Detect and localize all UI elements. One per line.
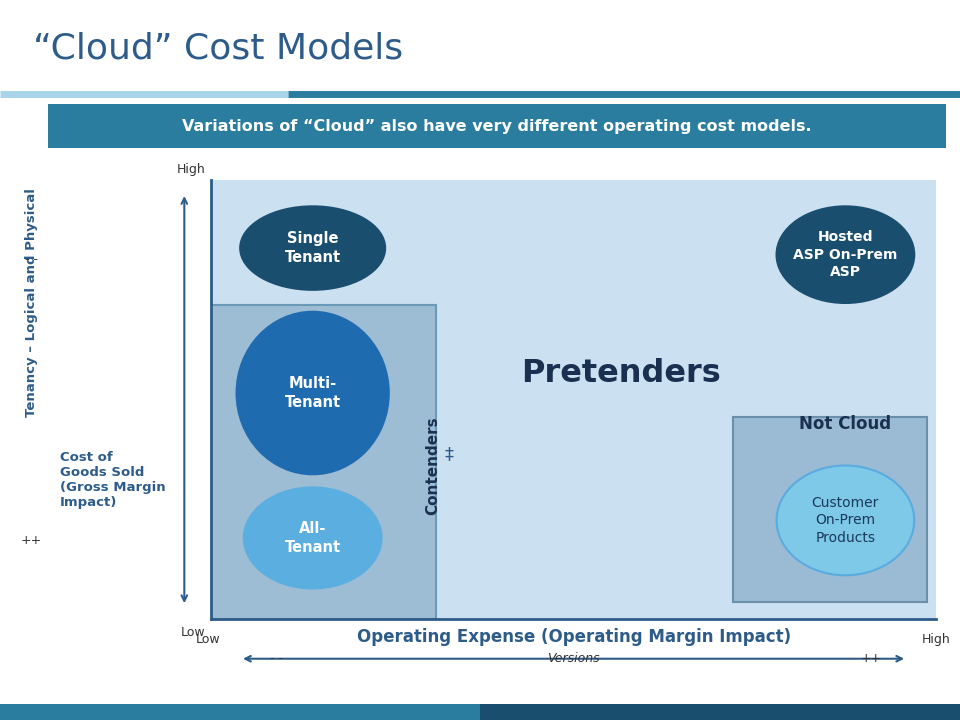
Bar: [211, 305, 436, 619]
Ellipse shape: [236, 312, 389, 474]
Ellipse shape: [777, 465, 914, 575]
Text: High: High: [922, 634, 950, 647]
Text: Cost of
Goods Sold
(Gross Margin
Impact): Cost of Goods Sold (Gross Margin Impact): [60, 451, 166, 509]
Text: Versions: Versions: [547, 652, 600, 665]
Text: “Cloud” Cost Models: “Cloud” Cost Models: [33, 32, 403, 66]
Ellipse shape: [244, 487, 381, 588]
Text: Contenders: Contenders: [424, 416, 440, 515]
Text: Hosted
ASP On-Prem
ASP: Hosted ASP On-Prem ASP: [793, 230, 898, 279]
Text: Not Cloud: Not Cloud: [800, 415, 892, 433]
Text: High: High: [177, 163, 205, 176]
X-axis label: Operating Expense (Operating Margin Impact): Operating Expense (Operating Margin Impa…: [356, 628, 791, 646]
Text: Variations of “Cloud” also have very different operating cost models.: Variations of “Cloud” also have very dif…: [182, 119, 811, 133]
Text: Pretenders: Pretenders: [521, 358, 721, 389]
Text: - -: - -: [25, 253, 37, 266]
Text: All-
Tenant: All- Tenant: [284, 521, 341, 554]
Text: ‡: ‡: [444, 446, 453, 464]
Text: Tenancy – Logical and Physical: Tenancy – Logical and Physical: [25, 189, 37, 418]
Text: Low: Low: [195, 634, 220, 647]
Text: ++: ++: [20, 534, 42, 546]
Text: Low: Low: [180, 626, 205, 639]
Text: Multi-
Tenant: Multi- Tenant: [284, 377, 341, 410]
Text: ++: ++: [860, 652, 881, 665]
Ellipse shape: [240, 207, 385, 289]
Text: - -: - -: [270, 652, 283, 665]
Text: Customer
On-Prem
Products: Customer On-Prem Products: [812, 496, 879, 544]
Bar: [733, 417, 926, 602]
Ellipse shape: [777, 207, 914, 303]
Bar: [0, 704, 480, 720]
Bar: [480, 704, 960, 720]
Text: Single
Tenant: Single Tenant: [284, 231, 341, 265]
